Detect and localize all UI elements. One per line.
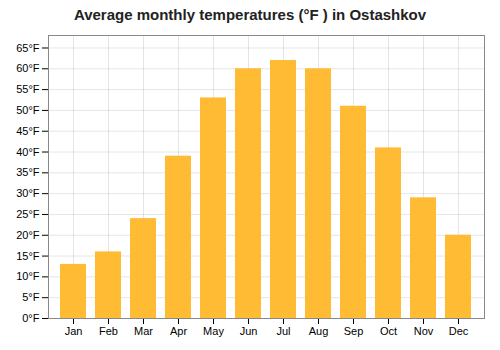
svg-text:20°F: 20°F [16,229,40,241]
svg-text:15°F: 15°F [16,250,40,262]
svg-text:45°F: 45°F [16,125,40,137]
svg-text:Jan: Jan [65,325,83,337]
svg-text:5°F: 5°F [22,291,40,303]
svg-text:40°F: 40°F [16,146,40,158]
svg-text:25°F: 25°F [16,208,40,220]
svg-text:10°F: 10°F [16,270,40,282]
svg-text:30°F: 30°F [16,187,40,199]
svg-text:0°F: 0°F [22,312,40,324]
svg-text:Nov: Nov [414,325,434,337]
svg-text:Feb: Feb [99,325,118,337]
svg-text:65°F: 65°F [16,42,40,54]
svg-text:Mar: Mar [134,325,153,337]
svg-text:50°F: 50°F [16,104,40,116]
svg-text:Jul: Jul [276,325,290,337]
svg-text:55°F: 55°F [16,83,40,95]
svg-text:Oct: Oct [380,325,397,337]
svg-text:Jun: Jun [240,325,258,337]
svg-text:May: May [203,325,224,337]
html-text:Average monthly temperatures (: Average monthly temperatures (°F ) in Os… [73,6,427,23]
svg-text:60°F: 60°F [16,62,40,74]
svg-text:Dec: Dec [449,325,469,337]
svg-text:Sep: Sep [344,325,364,337]
svg-text:35°F: 35°F [16,166,40,178]
svg-text:Apr: Apr [170,325,187,337]
svg-text:Aug: Aug [309,325,329,337]
